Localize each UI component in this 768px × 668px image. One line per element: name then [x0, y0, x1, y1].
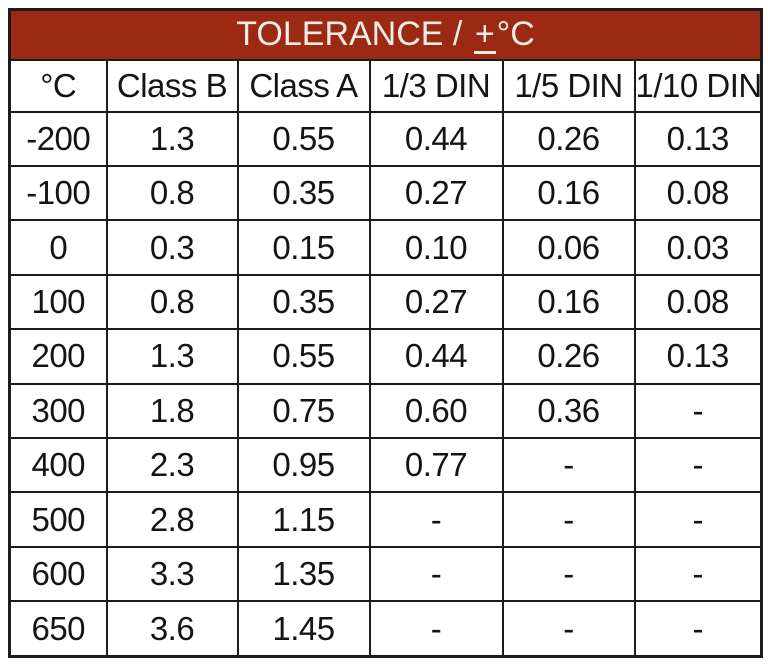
tolerance-value-cell: 0.95 — [236, 437, 371, 494]
tolerance-value-cell: - — [368, 600, 504, 658]
tolerance-value-cell: 0.55 — [236, 110, 371, 167]
tolerance-value-cell: 2.8 — [105, 491, 239, 548]
tolerance-value-cell: 1.8 — [105, 382, 239, 440]
table-body: -200 1.3 0.55 0.44 0.26 0.13 -100 0.8 0.35 0.27 0.… — [8, 110, 763, 658]
tolerance-value-cell: - — [501, 437, 636, 494]
title-unit: °C — [496, 15, 535, 54]
tolerance-value-cell: 0.44 — [368, 328, 504, 385]
tolerance-value-cell: 1.35 — [236, 545, 371, 603]
column-header-class-b: Class B — [105, 58, 239, 113]
column-header-1-3-din: 1/3 DIN — [368, 58, 504, 113]
tolerance-value-cell: 0.75 — [236, 382, 371, 440]
tolerance-value-cell: 0.60 — [368, 382, 504, 440]
title-prefix: TOLERANCE / — [236, 15, 463, 54]
column-header-temperature: °C — [8, 58, 108, 113]
table-row: 0 0.3 0.15 0.10 0.06 0.03 — [8, 219, 763, 276]
tolerance-value-cell: - — [501, 600, 636, 658]
tolerance-value-cell: 0.8 — [105, 273, 239, 331]
tolerance-value-cell: 0.16 — [501, 273, 636, 331]
tolerance-value-cell: 0.13 — [633, 328, 763, 385]
temperature-cell: 300 — [8, 382, 108, 440]
tolerance-value-cell: 0.27 — [368, 273, 504, 331]
table-row: 650 3.6 1.45- - - — [8, 600, 763, 658]
tolerance-value-cell: 3.3 — [105, 545, 239, 603]
tolerance-value-cell: 0.26 — [501, 328, 636, 385]
temperature-cell: -100 — [8, 164, 108, 222]
temperature-cell: 200 — [8, 328, 108, 385]
tolerance-value-cell: - — [368, 491, 504, 548]
tolerance-value-cell: - — [633, 545, 763, 603]
tolerance-table: TOLERANCE / +°C °C Class B Class A 1/3 D… — [8, 8, 764, 658]
column-header-1-10-din: 1/10 DIN — [633, 58, 763, 113]
tolerance-value-cell: 0.27 — [368, 164, 504, 222]
tolerance-value-cell: 1.3 — [105, 110, 239, 167]
table-row: -100 0.8 0.35 0.27 0.16 0.08 — [8, 164, 763, 222]
tolerance-value-cell: 0.08 — [633, 164, 763, 222]
temperature-cell: 100 — [8, 273, 108, 331]
tolerance-value-cell: 0.15 — [236, 219, 371, 276]
tolerance-value-cell: 0.35 — [236, 273, 371, 331]
tolerance-value-cell: 0.16 — [501, 164, 636, 222]
table-row: 100 0.8 0.35 0.27 0.16 0.08 — [8, 273, 763, 331]
table-row: 500 2.8 1.15- - - — [8, 491, 763, 548]
temperature-cell: -200 — [8, 110, 108, 167]
tolerance-value-cell: 0.77 — [368, 437, 504, 494]
tolerance-value-cell: 0.3 — [105, 219, 239, 276]
table-title: TOLERANCE / +°C — [8, 8, 763, 61]
table-row: 400 2.3 0.95 0.77- - — [8, 437, 763, 494]
tolerance-value-cell: 3.6 — [105, 600, 239, 658]
temperature-cell: 0 — [8, 219, 108, 276]
table-row: 200 1.3 0.55 0.44 0.26 0.13 — [8, 328, 763, 385]
column-header-row: °C Class B Class A 1/3 DIN 1/5 DIN 1/10 … — [8, 58, 763, 113]
tolerance-value-cell: 0.26 — [501, 110, 636, 167]
tolerance-value-cell: - — [501, 545, 636, 603]
table-row: 600 3.3 1.35- - - — [8, 545, 763, 603]
tolerance-value-cell: - — [633, 600, 763, 658]
tolerance-value-cell: 0.03 — [633, 219, 763, 276]
tolerance-value-cell: 1.3 — [105, 328, 239, 385]
tolerance-value-cell: 0.06 — [501, 219, 636, 276]
tolerance-value-cell: 0.36 — [501, 382, 636, 440]
tolerance-value-cell: - — [368, 545, 504, 603]
title-row: TOLERANCE / +°C — [8, 8, 763, 61]
tolerance-value-cell: - — [633, 491, 763, 548]
tolerance-value-cell: - — [633, 437, 763, 494]
plus-minus-symbol: + — [473, 15, 496, 55]
tolerance-value-cell: - — [633, 382, 763, 440]
tolerance-value-cell: 1.45 — [236, 600, 371, 658]
table-row: -200 1.3 0.55 0.44 0.26 0.13 — [8, 110, 763, 167]
temperature-cell: 600 — [8, 545, 108, 603]
temperature-cell: 400 — [8, 437, 108, 494]
tolerance-value-cell: 0.08 — [633, 273, 763, 331]
column-header-class-a: Class A — [236, 58, 371, 113]
table-row: 300 1.8 0.75 0.60 0.36- — [8, 382, 763, 440]
tolerance-value-cell: 0.35 — [236, 164, 371, 222]
tolerance-value-cell: 0.10 — [368, 219, 504, 276]
tolerance-value-cell: 0.8 — [105, 164, 239, 222]
tolerance-value-cell: 0.44 — [368, 110, 504, 167]
tolerance-value-cell: 0.13 — [633, 110, 763, 167]
temperature-cell: 500 — [8, 491, 108, 548]
column-header-1-5-din: 1/5 DIN — [501, 58, 636, 113]
tolerance-value-cell: 0.55 — [236, 328, 371, 385]
tolerance-value-cell: - — [501, 491, 636, 548]
tolerance-value-cell: 1.15 — [236, 491, 371, 548]
temperature-cell: 650 — [8, 600, 108, 658]
tolerance-value-cell: 2.3 — [105, 437, 239, 494]
